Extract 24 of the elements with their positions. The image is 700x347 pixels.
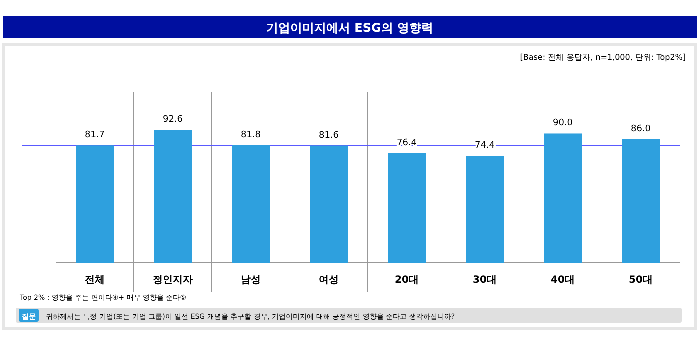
x-tick-label: 여성 [319, 275, 339, 286]
chart-title: 기업이미지에서 ESG의 영향력 [266, 21, 434, 35]
x-tick-label: 전체 [85, 275, 105, 286]
data-label: 92.6 [162, 115, 184, 125]
x-tick-label: 20대 [395, 275, 419, 286]
chart-subtitle: [Base: 전체 응답자, n=1,000, 단위: Top2%] [520, 53, 686, 62]
data-label: 81.6 [318, 130, 340, 141]
bar [232, 146, 270, 263]
bar [622, 139, 660, 263]
x-tick-label: 40대 [551, 275, 575, 286]
bar [76, 146, 114, 263]
data-label: 90.0 [552, 118, 574, 129]
x-tick-label: 30대 [473, 275, 497, 286]
x-tick-label: 남성 [241, 275, 261, 286]
data-label: 86.0 [630, 124, 652, 134]
bar [544, 134, 582, 263]
data-label: 81.8 [240, 130, 262, 141]
x-tick-label: 50대 [629, 275, 653, 286]
x-tick-label: 정인지자 [153, 275, 193, 286]
bar [310, 146, 348, 263]
bar [466, 156, 504, 263]
data-label: 81.7 [84, 130, 106, 141]
bar [154, 130, 192, 263]
bar [388, 153, 426, 263]
